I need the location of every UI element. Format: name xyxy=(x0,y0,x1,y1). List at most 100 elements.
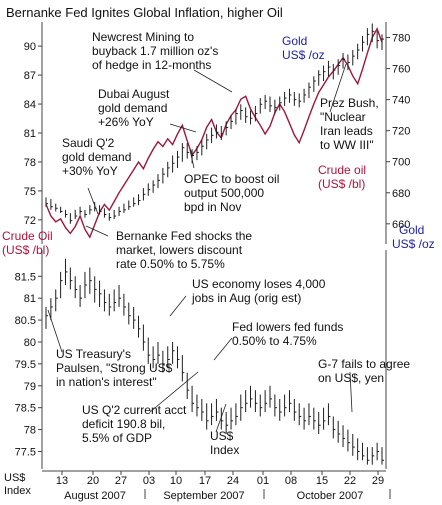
gold-bar xyxy=(103,208,107,218)
annotation-line: +26% YoY xyxy=(98,115,154,129)
usd-bar xyxy=(94,276,97,303)
usd-bar xyxy=(318,412,321,434)
month-label: September 2007 xyxy=(163,490,244,502)
usd-bar xyxy=(313,407,316,430)
gold-bar xyxy=(167,161,170,178)
gold-bar xyxy=(225,121,229,136)
annotation-line: market, lowers discount xyxy=(116,243,243,257)
top-panel: 90 87 84 81 78 75 72 780 760 740 720 700 680 660 xyxy=(24,22,410,244)
usd-axis-corner-line2: Index xyxy=(4,485,31,497)
gold-bar xyxy=(206,133,209,150)
annotation-line: gold demand xyxy=(62,150,131,164)
gold-bar xyxy=(108,212,112,221)
gold-bar xyxy=(293,91,297,106)
annotation-line: 0.50% to 4.75% xyxy=(232,334,317,348)
annotation-line: Newcrest Mining to xyxy=(92,30,194,44)
gold-tick-label: 720 xyxy=(392,126,410,138)
annotation-line: "Nuclear xyxy=(320,110,366,124)
gold-bar xyxy=(279,96,282,111)
month-label: October 2007 xyxy=(297,490,364,502)
gold-bar xyxy=(84,209,87,218)
chart-title: Bernanke Fed Ignites Global Inflation, h… xyxy=(6,5,283,20)
oil-tick-label: 84 xyxy=(24,99,36,111)
gold-bar xyxy=(201,139,204,156)
usd-bar xyxy=(342,425,346,448)
gold-tick-label: 680 xyxy=(392,188,410,200)
gold-bar xyxy=(138,194,141,206)
usd-bar xyxy=(323,407,326,430)
usd-bar xyxy=(162,350,165,373)
annotation: US$Index xyxy=(210,429,239,457)
gold-bar xyxy=(337,59,341,75)
annotation-leader xyxy=(169,123,197,133)
annotation-line: Saudi Q'2 xyxy=(62,136,115,150)
gold-bar xyxy=(332,63,336,80)
annotation-line: +30% YoY xyxy=(62,164,118,178)
annotation-line: Prez Bush, xyxy=(320,96,379,110)
oil-tick-label: 75 xyxy=(24,186,36,198)
gold-bar xyxy=(162,167,165,184)
gold-bar xyxy=(352,49,355,66)
oil-tick-label: 87 xyxy=(24,70,36,82)
gold-bar xyxy=(318,70,321,86)
annotation-line: G-7 fails to agree xyxy=(318,357,410,371)
annotation-line: 5.5% of GDP xyxy=(82,431,152,445)
gold-bar xyxy=(220,126,224,140)
gold-bar xyxy=(79,206,83,215)
oil-axis-label-line2: (US$ /bl) xyxy=(2,243,49,257)
gold-bar xyxy=(50,198,53,210)
usd-tick-label: 81.5 xyxy=(15,271,36,283)
usd-bar xyxy=(284,394,287,417)
usd-bar xyxy=(196,394,199,417)
annotation: Crude oil(US$ /bl) xyxy=(318,163,366,191)
usd-bar xyxy=(55,289,58,312)
annotation-line: to WW III" xyxy=(320,138,374,152)
usd-bar xyxy=(288,390,292,413)
usd-bar xyxy=(74,276,78,299)
usd-tick-label: 80.5 xyxy=(15,315,36,327)
usd-bar xyxy=(147,337,151,364)
gold-bar xyxy=(357,43,360,60)
usd-bar xyxy=(50,298,53,321)
gold-bar xyxy=(259,98,263,114)
oil-tick-label: 78 xyxy=(24,157,36,169)
annotation-leader xyxy=(213,337,233,361)
annotation-leader xyxy=(149,371,199,413)
usd-bar xyxy=(347,429,350,452)
annotation-line: jobs in Aug (orig est) xyxy=(191,291,301,305)
gold-bar xyxy=(376,31,380,49)
x-tick-label: 10 xyxy=(170,475,182,487)
annotation-line: US economy loses 4,000 xyxy=(192,277,326,291)
usd-bar xyxy=(186,372,190,399)
usd-bar xyxy=(235,403,238,426)
usd-bar xyxy=(84,271,87,299)
gold-bar xyxy=(45,197,48,207)
usd-tick-label: 78.5 xyxy=(15,403,36,415)
usd-bar xyxy=(240,394,243,421)
usd-bar xyxy=(381,447,384,465)
gold-bar xyxy=(69,212,73,224)
gold-bar xyxy=(118,206,122,217)
gold-tick-label: 700 xyxy=(392,157,410,169)
usd-bar xyxy=(103,289,107,312)
annotation-line: Iran leads xyxy=(320,124,373,138)
x-tick-label: 24 xyxy=(227,475,239,487)
usd-bar xyxy=(303,407,307,430)
gold-bar xyxy=(342,53,346,69)
usd-tick-label: 81 xyxy=(24,293,36,305)
usd-bar xyxy=(230,407,234,430)
gold-bar xyxy=(264,94,268,109)
usd-bar xyxy=(250,385,253,408)
gold-bar xyxy=(303,88,307,103)
annotation-line: US$ /oz xyxy=(282,48,325,62)
annotation-line: Bernanke Fed shocks the xyxy=(116,229,252,243)
usd-bar xyxy=(206,403,209,430)
usd-bar xyxy=(172,341,175,364)
usd-axis-corner-line1: US$ xyxy=(4,472,25,484)
usd-bar xyxy=(245,390,248,413)
usd-tick-label: 79 xyxy=(24,381,36,393)
